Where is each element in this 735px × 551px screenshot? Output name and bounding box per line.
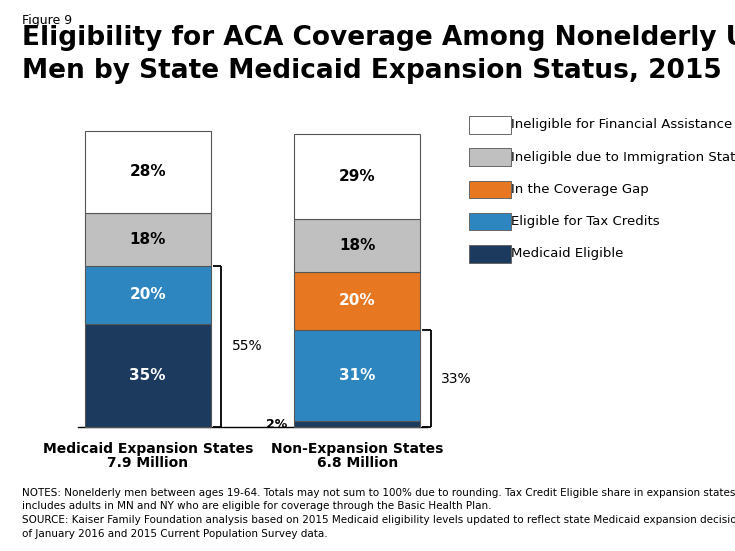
Text: 29%: 29% [339, 169, 376, 183]
Bar [85, 266, 210, 325]
Text: Ineligible for Financial Assistance: Ineligible for Financial Assistance [511, 118, 732, 131]
Text: 55%: 55% [232, 339, 262, 353]
Text: Non-Expansion States: Non-Expansion States [271, 441, 443, 456]
Bar [294, 134, 420, 219]
Bar [469, 148, 511, 166]
Bar [85, 213, 210, 266]
Text: NOTES: Nonelderly men between ages 19-64. Totals may not sum to 100% due to roun: NOTES: Nonelderly men between ages 19-64… [22, 488, 735, 498]
Text: 7.9 Million: 7.9 Million [107, 456, 188, 470]
Bar [294, 272, 420, 330]
Text: Medicaid Expansion States: Medicaid Expansion States [43, 441, 253, 456]
Text: In the Coverage Gap: In the Coverage Gap [511, 183, 648, 196]
Text: 31%: 31% [339, 368, 376, 383]
Text: FAMILY: FAMILY [644, 522, 698, 536]
Text: Medicaid Eligible: Medicaid Eligible [511, 247, 623, 261]
Text: 20%: 20% [129, 288, 166, 302]
Text: Eligible for Tax Credits: Eligible for Tax Credits [511, 215, 659, 228]
Text: KAISER: KAISER [642, 512, 699, 527]
Text: Men by State Medicaid Expansion Status, 2015: Men by State Medicaid Expansion Status, … [22, 58, 722, 84]
Text: 2%: 2% [266, 418, 287, 430]
Text: THE HENRY J.: THE HENRY J. [648, 507, 694, 513]
Bar [294, 421, 420, 427]
Text: 33%: 33% [441, 371, 472, 386]
Text: 28%: 28% [129, 164, 166, 179]
Bar [85, 325, 210, 427]
Text: Figure 9: Figure 9 [22, 14, 72, 27]
Bar [294, 330, 420, 421]
Text: 18%: 18% [339, 237, 376, 252]
Text: 35%: 35% [129, 368, 166, 383]
Bar [294, 219, 420, 272]
Text: Ineligible due to Immigration Status: Ineligible due to Immigration Status [511, 150, 735, 164]
Bar [469, 213, 511, 230]
Text: SOURCE: Kaiser Family Foundation analysis based on 2015 Medicaid eligibility lev: SOURCE: Kaiser Family Foundation analysi… [22, 515, 735, 525]
Bar [469, 116, 511, 134]
Text: 6.8 Million: 6.8 Million [317, 456, 398, 470]
Text: includes adults in MN and NY who are eligible for coverage through the Basic Hea: includes adults in MN and NY who are eli… [22, 501, 492, 511]
Text: 20%: 20% [339, 293, 376, 309]
Bar [469, 245, 511, 263]
Text: FOUNDATION: FOUNDATION [645, 534, 696, 543]
Bar [469, 181, 511, 198]
Text: 18%: 18% [129, 232, 166, 247]
Bar [85, 131, 210, 213]
Text: Eligibility for ACA Coverage Among Nonelderly Uninsured: Eligibility for ACA Coverage Among Nonel… [22, 25, 735, 51]
Text: of January 2016 and 2015 Current Population Survey data.: of January 2016 and 2015 Current Populat… [22, 529, 328, 539]
